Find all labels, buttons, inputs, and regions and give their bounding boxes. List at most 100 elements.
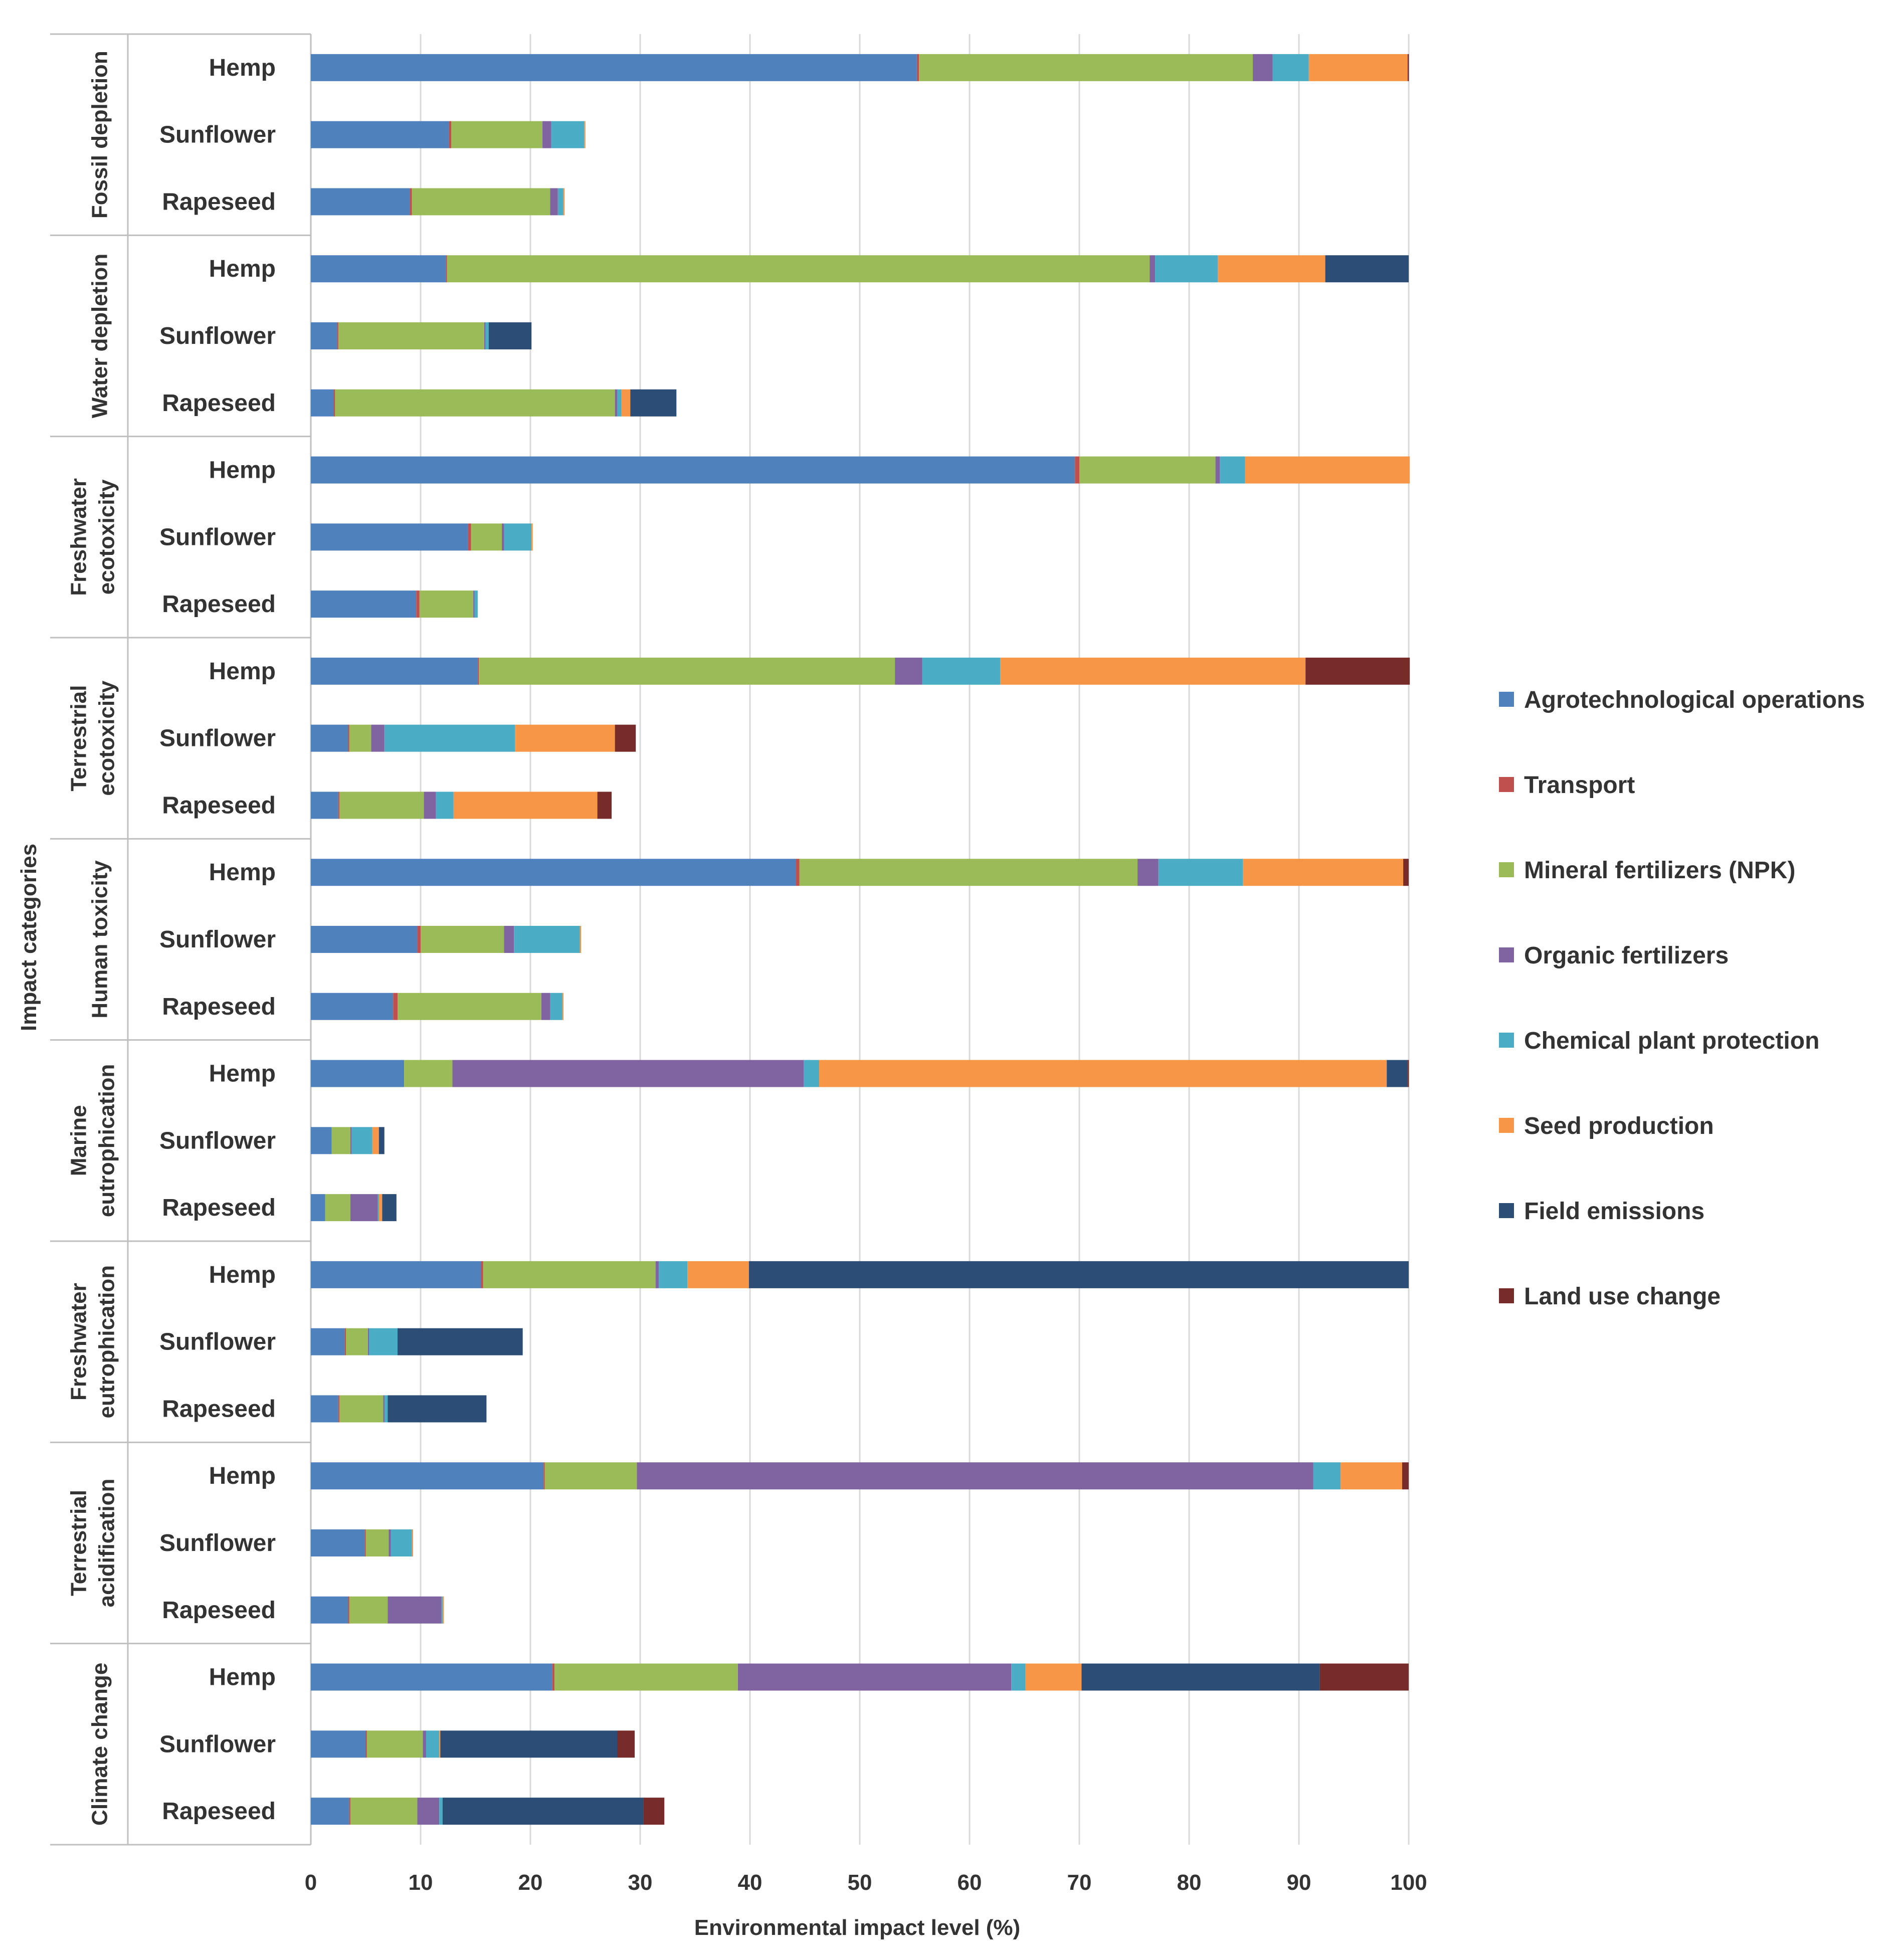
bar-segment [562,993,564,1020]
bar-segment [311,591,417,618]
bar-segment [369,1328,398,1355]
x-tick-label: 50 [848,1870,872,1895]
bar-segment [449,121,452,148]
bar-segment [419,591,474,618]
bar-segment [799,859,1138,886]
bar-segment [737,1663,1012,1691]
bar-segment [339,792,424,819]
bar-label: Hemp [209,1463,276,1489]
bar-segment [311,1060,405,1087]
bar-segment [349,1596,388,1624]
bar-segment [410,188,412,216]
bar-segment [339,1395,384,1423]
category-label: eutrophication [95,1265,119,1419]
bar-segment [311,657,478,685]
bar-segment [1407,54,1409,81]
bar-segment [424,792,436,819]
bar-label: Hemp [209,1664,276,1691]
bar-segment [311,792,338,819]
bar-segment [350,1798,418,1825]
bar-segment [515,724,615,752]
legend-label: Field emissions [1524,1198,1704,1225]
bar-segment [391,1529,412,1556]
bar-segment [514,926,580,953]
x-tick-label: 80 [1177,1870,1202,1895]
bar-segment [365,1529,389,1556]
bar-segment [338,792,340,819]
bar-segment [655,1261,659,1288]
bar-segment [1025,1663,1082,1691]
bar-segment [531,523,533,551]
bar-segment [417,926,421,953]
bar-segment [371,724,385,752]
bar-segment [1407,1060,1409,1087]
bar-segment [446,255,447,283]
bar-label: Rapeseed [162,188,276,215]
bar-segment [311,188,410,216]
bar-segment [398,993,541,1020]
bar-segment [335,389,615,417]
legend-swatch [1499,1203,1514,1218]
bar-segment [311,1328,345,1355]
bar-label: Hemp [209,457,276,484]
category-frame [50,33,311,1846]
legend-label: Chemical plant protection [1524,1028,1819,1054]
bar-segment [388,1596,442,1624]
y-axis-title: Impact categories [17,844,41,1031]
bar-segment [311,1395,338,1423]
category-label: Water depletion [88,254,112,418]
bar-segment [364,1529,366,1556]
category-label: ecotoxicity [95,479,119,595]
bar-segment [597,792,612,819]
legend-label: Land use change [1524,1283,1721,1310]
bar-segment [1220,456,1245,484]
bar-segment [346,1328,368,1355]
category-label: eutrophication [95,1064,119,1218]
bar-segment [1155,255,1218,283]
bar-segment [1137,859,1159,886]
bar-segment [643,1798,665,1825]
bar-segment [557,188,563,216]
x-tick-label: 20 [518,1870,543,1895]
bar-segment [687,1261,749,1288]
bar-segment [1308,54,1408,81]
bar-segment [348,724,349,752]
x-tick-label: 90 [1287,1870,1311,1895]
x-tick-label: 70 [1067,1870,1092,1895]
bar-segment [1305,657,1410,685]
legend-swatch [1499,777,1514,792]
bar-segment [311,1462,544,1490]
bar-segment [919,54,1253,81]
bar-label: Hemp [209,658,276,685]
bar-segment [615,724,636,752]
bar-segment [550,993,562,1020]
bar-segment [440,1730,618,1758]
bar-segment [417,1798,440,1825]
bar-segment [659,1261,688,1288]
bar-segment [349,1798,351,1825]
bar-segment [485,322,489,349]
bar-segment [551,121,585,148]
bar-segment [384,724,515,752]
bar-segment [344,1328,346,1355]
bar-label: Sunflower [159,1731,276,1757]
bar-segment [311,322,337,349]
bar-label: Sunflower [159,524,276,550]
bar-segment [748,1261,1409,1288]
bar-label: Sunflower [159,926,276,953]
bar-segment [393,993,398,1020]
bar-segment [384,1395,388,1423]
bar-segment [542,121,551,148]
bar-segment [1387,1060,1408,1087]
bar-segment [311,926,418,953]
category-label: ecotoxicity [95,680,119,796]
bar-label: Sunflower [159,1530,276,1556]
category-label: acidification [95,1479,119,1608]
bar-segment [484,322,486,349]
bar-segment [325,1194,350,1222]
bar-segment [471,523,502,551]
bar-segment [351,1127,372,1154]
category-label: Freshwater [67,1283,91,1401]
bar-label: Hemp [209,1061,276,1087]
bar-segment [504,926,514,953]
